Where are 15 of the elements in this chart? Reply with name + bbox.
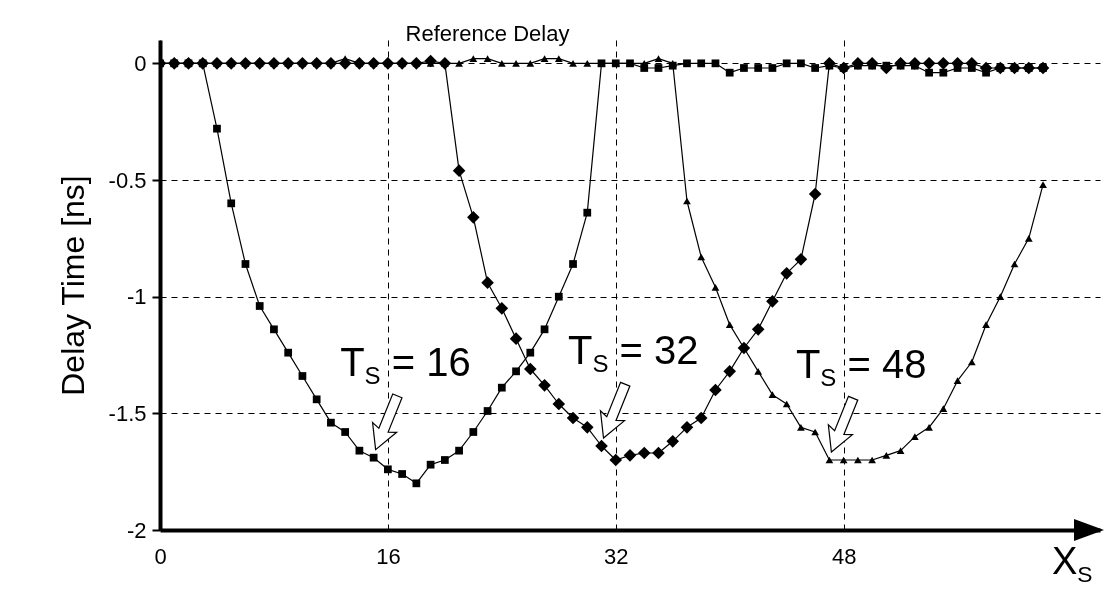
annotation: T$_{S}$ = 32 xyxy=(568,328,699,378)
y-tick-label: -1 xyxy=(126,284,147,310)
y-axis-title: Delay Time [ns] xyxy=(54,175,91,396)
y-tick-label: 0 xyxy=(134,50,147,76)
x-tick-label: 0 xyxy=(154,543,167,569)
y-tick-label: -1.5 xyxy=(108,400,147,426)
x-tick-label: 48 xyxy=(831,543,857,569)
x-tick-label: 32 xyxy=(604,543,629,569)
annotation: T$_{S}$ = 48 xyxy=(795,342,927,392)
annotation: Reference Delay xyxy=(405,21,570,47)
annotation: T$_{S}$ = 16 xyxy=(340,339,471,390)
y-tick-label: -0.5 xyxy=(108,167,147,193)
x-tick-label: 16 xyxy=(376,543,401,569)
x-axis-title: X$_{S}$ xyxy=(1052,540,1093,587)
y-tick-label: -2 xyxy=(126,517,147,543)
